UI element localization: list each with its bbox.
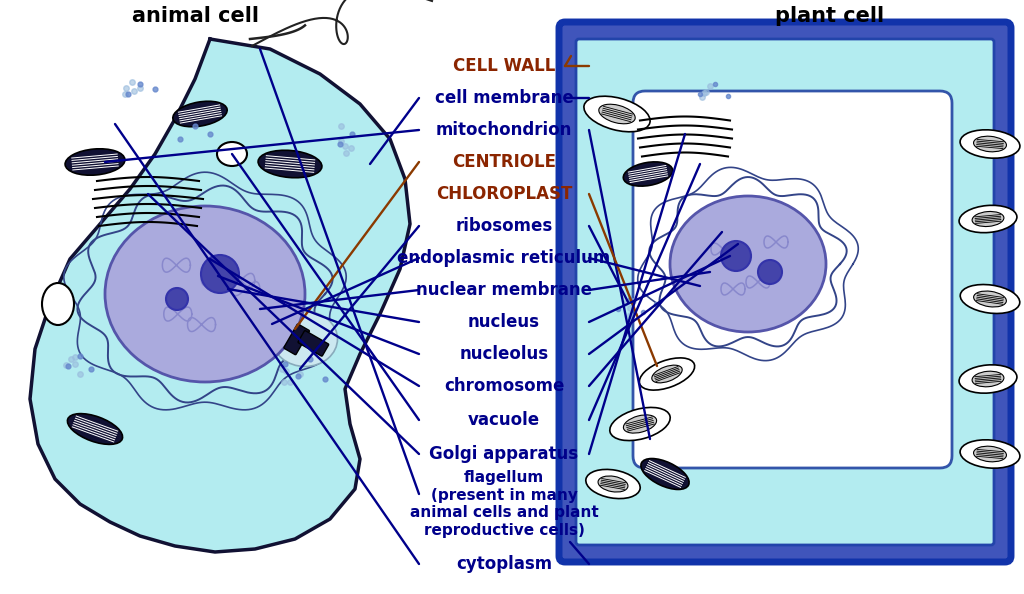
Text: chromosome: chromosome: [443, 377, 564, 395]
Ellipse shape: [272, 311, 338, 366]
Text: cell membrane: cell membrane: [434, 89, 573, 107]
Text: Golgi apparatus: Golgi apparatus: [429, 445, 579, 463]
Ellipse shape: [166, 288, 188, 310]
Ellipse shape: [639, 358, 694, 390]
Ellipse shape: [624, 415, 656, 433]
Ellipse shape: [974, 136, 1007, 152]
Text: endoplasmic reticulum: endoplasmic reticulum: [397, 249, 610, 267]
Ellipse shape: [959, 206, 1017, 233]
Ellipse shape: [42, 283, 74, 325]
Ellipse shape: [670, 196, 826, 332]
Ellipse shape: [974, 446, 1007, 462]
Ellipse shape: [721, 241, 751, 271]
Ellipse shape: [173, 101, 227, 127]
FancyBboxPatch shape: [633, 91, 952, 468]
Ellipse shape: [68, 413, 123, 444]
Ellipse shape: [217, 142, 247, 166]
FancyBboxPatch shape: [575, 39, 994, 545]
Text: cytoplasm: cytoplasm: [456, 555, 552, 573]
Ellipse shape: [972, 211, 1004, 226]
Text: CENTRIOLE: CENTRIOLE: [452, 153, 556, 171]
FancyBboxPatch shape: [284, 324, 309, 355]
Text: vacuole: vacuole: [468, 411, 540, 429]
Ellipse shape: [599, 104, 635, 124]
Text: ribosomes: ribosomes: [456, 217, 553, 235]
Ellipse shape: [610, 407, 670, 441]
Ellipse shape: [641, 459, 689, 489]
Ellipse shape: [66, 148, 125, 175]
Ellipse shape: [598, 476, 628, 492]
Ellipse shape: [624, 162, 673, 186]
Text: plant cell: plant cell: [775, 6, 885, 26]
Text: nucleus: nucleus: [468, 313, 540, 331]
Ellipse shape: [758, 260, 782, 284]
FancyBboxPatch shape: [559, 22, 1011, 562]
Ellipse shape: [974, 291, 1007, 307]
Ellipse shape: [201, 255, 239, 293]
Ellipse shape: [258, 150, 322, 178]
Text: animal cell: animal cell: [131, 6, 258, 26]
Ellipse shape: [652, 365, 682, 383]
Text: flagellum
(present in many
animal cells and plant
reproductive cells): flagellum (present in many animal cells …: [410, 470, 598, 538]
Text: nuclear membrane: nuclear membrane: [416, 281, 592, 299]
Ellipse shape: [972, 371, 1004, 387]
Ellipse shape: [961, 285, 1020, 314]
Ellipse shape: [961, 130, 1020, 158]
Ellipse shape: [961, 440, 1020, 468]
Text: CHLOROPLAST: CHLOROPLAST: [436, 185, 572, 203]
FancyBboxPatch shape: [298, 331, 329, 356]
Polygon shape: [30, 39, 410, 552]
Ellipse shape: [586, 469, 640, 498]
Ellipse shape: [584, 96, 650, 132]
Ellipse shape: [105, 206, 305, 382]
Text: nucleolus: nucleolus: [460, 345, 549, 363]
Text: mitochondrion: mitochondrion: [436, 121, 572, 139]
Text: CELL WALL: CELL WALL: [453, 57, 555, 75]
Ellipse shape: [959, 365, 1017, 393]
